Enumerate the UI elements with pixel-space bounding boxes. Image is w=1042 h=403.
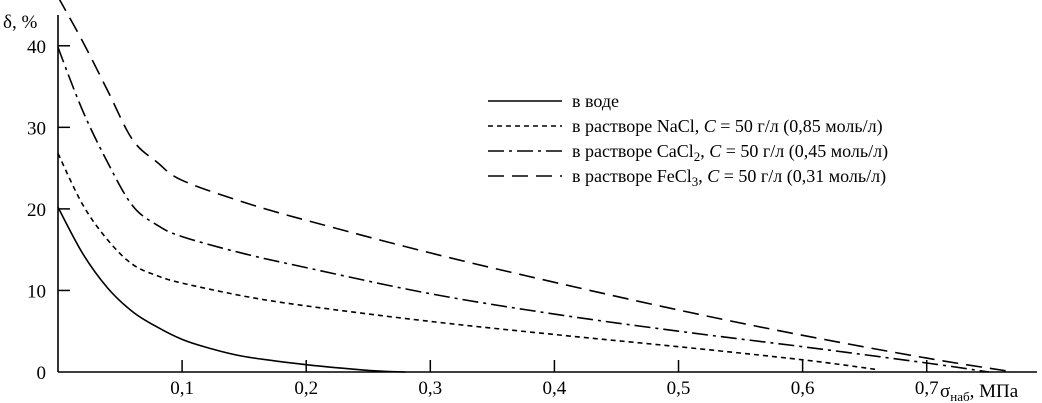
x-axis-label-symbol: σ — [940, 381, 950, 402]
legend-label-symbol: C — [709, 141, 722, 161]
legend-label-suffix: = 50 г/л (0,45 моль/л) — [721, 141, 888, 162]
legend-label-prefix: в растворе CaCl — [572, 141, 694, 161]
x-tick-label: 0,4 — [543, 378, 567, 399]
x-tick-label: 0,2 — [294, 378, 318, 399]
x-axis-label: σнаб, МПа — [940, 381, 1019, 403]
y-axis-label: δ, % — [3, 12, 37, 33]
legend-label-subscript: 2 — [694, 149, 701, 164]
legend-label-subscript: 3 — [692, 174, 699, 189]
axes — [57, 15, 1037, 373]
legend-label-prefix: в растворе NaCl, — [572, 116, 704, 136]
legend-label-1: в воде — [572, 91, 619, 111]
y-tick-label: 0 — [37, 363, 47, 384]
legend-label-4: в растворе FeCl3, C = 50 г/л (0,31 моль/… — [572, 166, 886, 189]
series-line-1 — [57, 206, 406, 373]
legend-label-comma: , — [698, 166, 707, 186]
series-line-2 — [57, 153, 878, 371]
x-axis-label-unit: , МПа — [970, 381, 1019, 402]
y-tick-label: 20 — [27, 200, 46, 221]
x-tick-label: 0,5 — [667, 378, 691, 399]
y-tick-label: 40 — [27, 37, 46, 58]
legend-label-prefix: в растворе FeCl — [572, 166, 692, 186]
series-line-4 — [58, 0, 1014, 373]
series-layer — [57, 0, 1014, 373]
legend-label-3: в растворе CaCl2, C = 50 г/л (0,45 моль/… — [572, 141, 888, 164]
y-tick-label: 30 — [27, 118, 46, 139]
ticks: 0,1 0,2 0,3 0,4 0,5 0,6 0,7 0 10 20 30 40 — [27, 37, 939, 399]
x-tick-label: 0,1 — [170, 378, 194, 399]
x-tick-label: 0,7 — [915, 378, 939, 399]
y-tick-label: 10 — [27, 281, 46, 302]
legend-label-suffix: = 50 г/л (0,85 моль/л) — [716, 116, 883, 137]
legend-label-suffix: = 50 г/л (0,31 моль/л) — [719, 166, 886, 187]
x-tick-label: 0,3 — [418, 378, 442, 399]
legend: в воде в растворе NaCl, C = 50 г/л (0,85 … — [488, 91, 888, 189]
x-tick-label: 0,6 — [791, 378, 815, 399]
legend-label-comma: , — [700, 141, 709, 161]
series-line-3 — [57, 47, 989, 373]
x-axis-label-subscript: наб — [950, 389, 970, 403]
legend-label-symbol: C — [707, 166, 720, 186]
legend-label-2: в растворе NaCl, C = 50 г/л (0,85 моль/л… — [572, 116, 883, 137]
legend-label-symbol: C — [704, 116, 717, 136]
